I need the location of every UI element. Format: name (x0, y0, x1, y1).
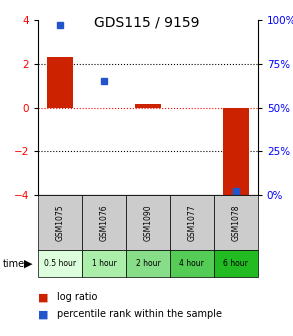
Text: time: time (3, 259, 25, 269)
Text: GSM1077: GSM1077 (188, 204, 196, 241)
Text: ▶: ▶ (23, 259, 32, 269)
Text: GSM1076: GSM1076 (100, 204, 108, 241)
Text: log ratio: log ratio (57, 292, 98, 302)
Text: ■: ■ (38, 309, 49, 319)
Text: 2 hour: 2 hour (136, 259, 160, 268)
Text: GSM1078: GSM1078 (231, 204, 240, 241)
Text: 6 hour: 6 hour (224, 259, 248, 268)
Text: ■: ■ (38, 292, 49, 302)
Bar (47, 57, 73, 108)
Text: percentile rank within the sample: percentile rank within the sample (57, 309, 222, 319)
Bar (223, 108, 249, 199)
Text: GSM1090: GSM1090 (144, 204, 152, 241)
Text: 4 hour: 4 hour (180, 259, 204, 268)
Text: GSM1075: GSM1075 (56, 204, 64, 241)
Text: 1 hour: 1 hour (92, 259, 116, 268)
Text: GDS115 / 9159: GDS115 / 9159 (94, 15, 199, 29)
Text: 0.5 hour: 0.5 hour (44, 259, 76, 268)
Bar (135, 104, 161, 108)
